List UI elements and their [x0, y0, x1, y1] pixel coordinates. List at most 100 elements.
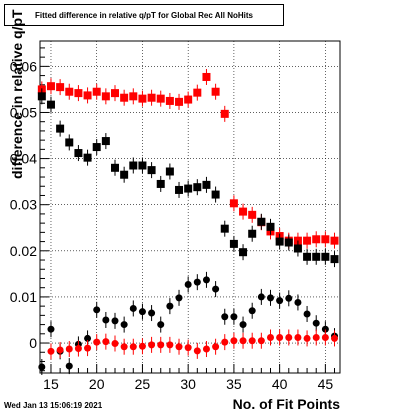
y-axis-label: difference in relative q/pT	[9, 9, 25, 179]
date-stamp: Wed Jan 13 15:06:19 2021	[4, 401, 103, 410]
data-point	[111, 163, 119, 172]
data-point	[193, 183, 202, 192]
data-point	[321, 235, 330, 244]
data-point	[138, 342, 146, 350]
data-point	[229, 239, 238, 248]
data-point	[276, 297, 284, 305]
data-point	[202, 180, 211, 189]
data-point	[129, 343, 137, 351]
data-point	[120, 170, 129, 179]
data-point	[330, 236, 339, 245]
data-point	[303, 252, 312, 261]
data-point	[303, 310, 311, 318]
data-point	[129, 92, 138, 101]
data-point	[212, 285, 220, 293]
axes: 15 20 25 30 35 40 45 0 0.01 0.02 0.03 0.04 0.05 0.06	[10, 47, 336, 392]
series-3	[47, 329, 339, 360]
data-point	[193, 88, 202, 97]
data-point	[239, 248, 248, 257]
data-point	[148, 309, 156, 317]
data-point	[303, 334, 311, 342]
data-point	[74, 149, 83, 158]
data-point	[266, 333, 274, 341]
x-tick-label: 35	[226, 376, 242, 392]
data-point	[56, 346, 64, 354]
data-point	[46, 82, 55, 91]
data-point	[193, 278, 201, 286]
data-point	[239, 337, 247, 345]
data-point	[331, 334, 339, 342]
chart-title: Fitted difference in relative q/pT for G…	[4, 4, 284, 26]
data-point	[111, 317, 119, 325]
data-point	[46, 100, 55, 109]
y-tick-label: 0	[29, 335, 37, 351]
data-point	[230, 313, 238, 321]
x-tick-label: 20	[89, 376, 105, 392]
data-point	[138, 161, 147, 170]
data-point	[156, 94, 165, 103]
data-point	[93, 338, 101, 346]
y-tick-label: 0.01	[10, 289, 37, 305]
data-point	[266, 294, 274, 302]
data-point	[92, 143, 101, 152]
data-point	[276, 333, 284, 341]
data-point	[84, 344, 92, 352]
data-point	[147, 93, 156, 102]
data-point	[321, 252, 330, 261]
data-point	[239, 207, 248, 216]
data-point	[312, 235, 321, 244]
data-point	[65, 138, 74, 147]
data-point	[294, 333, 302, 341]
data-point	[56, 83, 65, 92]
data-point	[220, 224, 229, 233]
data-point	[285, 294, 293, 302]
data-point	[65, 345, 73, 353]
y-tick-label: 0.02	[10, 243, 37, 259]
x-tick-label: 40	[272, 376, 288, 392]
data-point	[330, 255, 339, 264]
y-tick-label: 0.05	[10, 104, 37, 120]
data-point	[193, 347, 201, 355]
data-point	[47, 347, 55, 355]
data-point	[248, 229, 257, 238]
data-point	[165, 167, 174, 176]
data-point	[211, 190, 220, 199]
data-point	[157, 341, 165, 349]
data-point	[312, 333, 320, 341]
y-tick-label: 0.03	[10, 197, 37, 213]
data-point	[221, 338, 229, 346]
data-point	[285, 333, 293, 341]
data-point	[257, 337, 265, 345]
data-point	[321, 333, 329, 341]
data-point	[229, 199, 238, 208]
data-point	[220, 109, 229, 118]
data-point	[248, 307, 256, 315]
data-point	[184, 280, 192, 288]
x-tick-label: 25	[135, 376, 151, 392]
data-point	[92, 87, 101, 96]
data-point	[202, 345, 210, 353]
data-point	[93, 306, 101, 314]
data-point	[38, 363, 46, 371]
data-point	[175, 343, 183, 351]
data-point	[148, 341, 156, 349]
data-point	[120, 93, 129, 102]
data-point	[266, 222, 275, 231]
data-point	[102, 316, 110, 324]
data-point	[312, 252, 321, 261]
data-point	[321, 325, 329, 333]
plot-frame	[39, 40, 341, 374]
x-tick-label: 15	[43, 376, 59, 392]
data-point	[37, 92, 46, 101]
data-point	[211, 87, 220, 96]
data-point	[101, 137, 110, 146]
data-point	[294, 298, 302, 306]
data-point	[284, 238, 293, 247]
data-point	[111, 89, 119, 98]
data-point	[293, 244, 302, 253]
data-point	[138, 308, 146, 316]
data-point	[101, 92, 110, 101]
data-point	[84, 334, 92, 342]
data-point	[102, 338, 110, 346]
data-point	[166, 341, 174, 349]
